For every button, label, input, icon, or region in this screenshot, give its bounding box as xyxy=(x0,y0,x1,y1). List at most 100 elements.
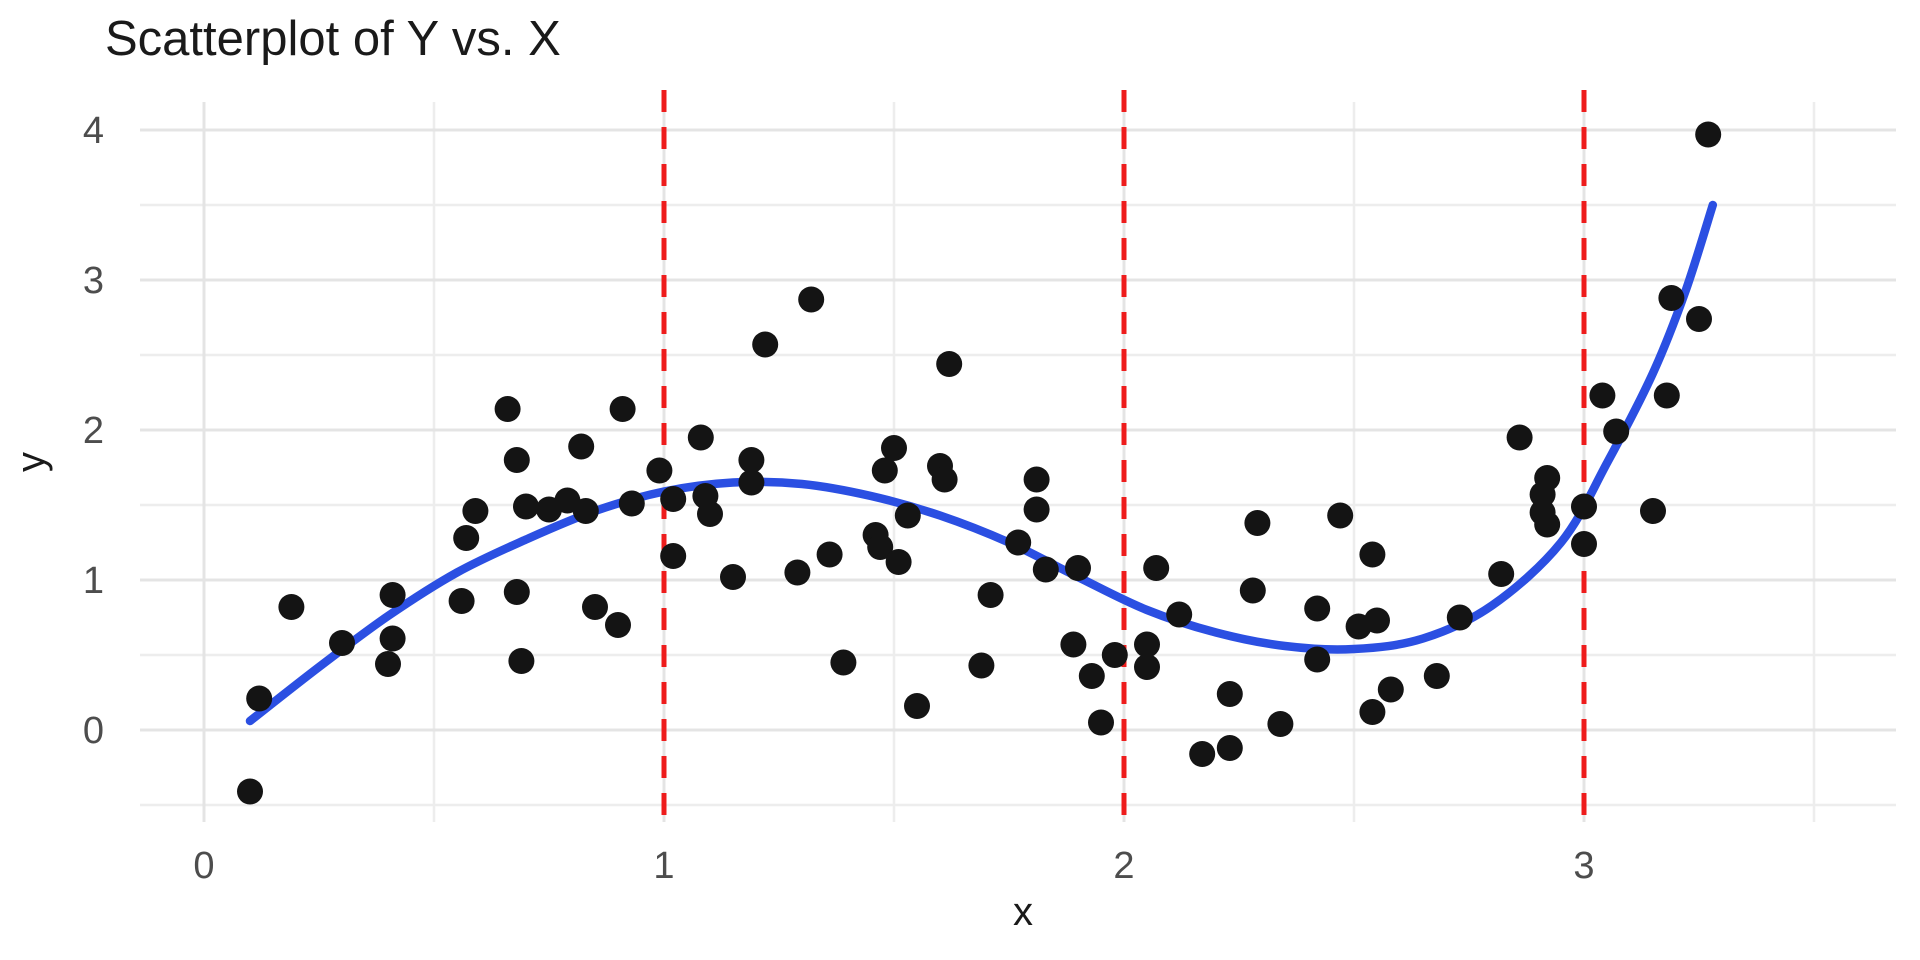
minor-gridlines xyxy=(140,102,1896,822)
data-point xyxy=(687,424,714,451)
data-point xyxy=(1488,561,1515,587)
data-point xyxy=(462,498,489,524)
data-point xyxy=(1244,510,1271,536)
data-point xyxy=(697,501,723,527)
data-point xyxy=(894,502,921,529)
scatter-points xyxy=(237,121,1722,805)
smooth-curve-path xyxy=(245,200,1718,726)
data-point xyxy=(1695,121,1722,148)
data-point xyxy=(1534,465,1561,491)
data-point xyxy=(660,543,687,569)
data-point xyxy=(881,435,907,461)
data-point xyxy=(1023,496,1050,523)
data-point xyxy=(582,594,608,620)
data-point xyxy=(246,685,273,712)
data-point xyxy=(1101,642,1128,668)
data-point xyxy=(1534,511,1561,538)
data-point xyxy=(1189,741,1216,767)
data-point xyxy=(1571,531,1597,557)
chart-title: Scatterplot of Y vs. X xyxy=(105,12,561,66)
data-point xyxy=(1327,502,1354,529)
data-point xyxy=(867,534,894,560)
data-point xyxy=(379,625,406,652)
data-point xyxy=(1143,555,1170,581)
data-point xyxy=(513,493,539,520)
data-point xyxy=(329,630,355,656)
data-point xyxy=(1304,595,1331,622)
data-point xyxy=(936,351,963,377)
data-point xyxy=(278,594,305,620)
data-point xyxy=(1065,555,1091,581)
data-point xyxy=(798,286,825,313)
data-point xyxy=(816,541,843,568)
data-point xyxy=(1023,466,1050,493)
data-point xyxy=(646,457,673,484)
data-point xyxy=(379,582,406,608)
data-point xyxy=(1686,306,1712,332)
data-point xyxy=(1603,418,1630,445)
x-axis-title: x xyxy=(1013,890,1033,934)
major-gridlines xyxy=(140,102,1896,822)
y-tick-label: 1 xyxy=(83,560,104,602)
data-point xyxy=(1423,663,1450,689)
y-tick-label: 0 xyxy=(83,710,104,752)
data-point xyxy=(1134,631,1160,658)
data-point xyxy=(572,498,599,524)
data-point xyxy=(494,396,521,422)
data-point xyxy=(1653,382,1680,409)
reference-vlines xyxy=(661,90,1587,822)
data-point xyxy=(1134,654,1160,680)
data-point xyxy=(1088,709,1114,736)
data-point xyxy=(1506,424,1533,451)
data-point xyxy=(1060,631,1087,658)
data-point xyxy=(752,331,779,358)
data-point xyxy=(1032,556,1059,583)
data-point xyxy=(605,612,631,638)
data-point xyxy=(1166,601,1193,628)
data-point xyxy=(1359,699,1386,725)
data-point xyxy=(1078,663,1105,689)
data-point xyxy=(237,778,263,805)
data-point xyxy=(1239,577,1266,604)
data-point xyxy=(1364,607,1390,634)
x-tick-label: 0 xyxy=(193,845,214,887)
data-point xyxy=(375,651,401,677)
data-point xyxy=(1658,285,1685,311)
data-point xyxy=(885,549,912,575)
data-point xyxy=(720,564,746,590)
data-point xyxy=(1216,735,1243,761)
data-point xyxy=(871,457,898,484)
data-point xyxy=(618,490,645,517)
data-point xyxy=(503,447,530,473)
data-point xyxy=(904,693,930,719)
data-point xyxy=(931,466,958,493)
data-point xyxy=(508,648,535,674)
data-point xyxy=(568,433,595,460)
data-point xyxy=(968,652,995,679)
data-point xyxy=(1589,382,1616,409)
smooth-fit-curve xyxy=(245,200,1718,726)
data-point xyxy=(977,582,1004,608)
data-point xyxy=(1640,498,1666,524)
data-point xyxy=(1446,604,1473,631)
data-point xyxy=(660,486,687,512)
y-tick-label: 3 xyxy=(83,260,104,302)
y-axis-tick-labels: 0 1 2 3 4 xyxy=(83,110,104,752)
y-tick-label: 2 xyxy=(83,410,104,452)
x-tick-label: 1 xyxy=(653,845,674,887)
data-point xyxy=(453,525,480,551)
data-point xyxy=(1377,676,1404,703)
data-point xyxy=(1267,711,1294,737)
data-point xyxy=(738,447,765,473)
data-point xyxy=(448,588,475,614)
y-axis-title: y xyxy=(9,452,53,472)
data-point xyxy=(784,559,811,586)
data-point xyxy=(1005,529,1032,556)
data-point xyxy=(738,469,765,496)
x-axis-tick-labels: 0 1 2 3 xyxy=(193,845,1594,887)
data-point xyxy=(830,649,857,676)
data-point xyxy=(1304,646,1331,673)
data-point xyxy=(503,579,530,605)
